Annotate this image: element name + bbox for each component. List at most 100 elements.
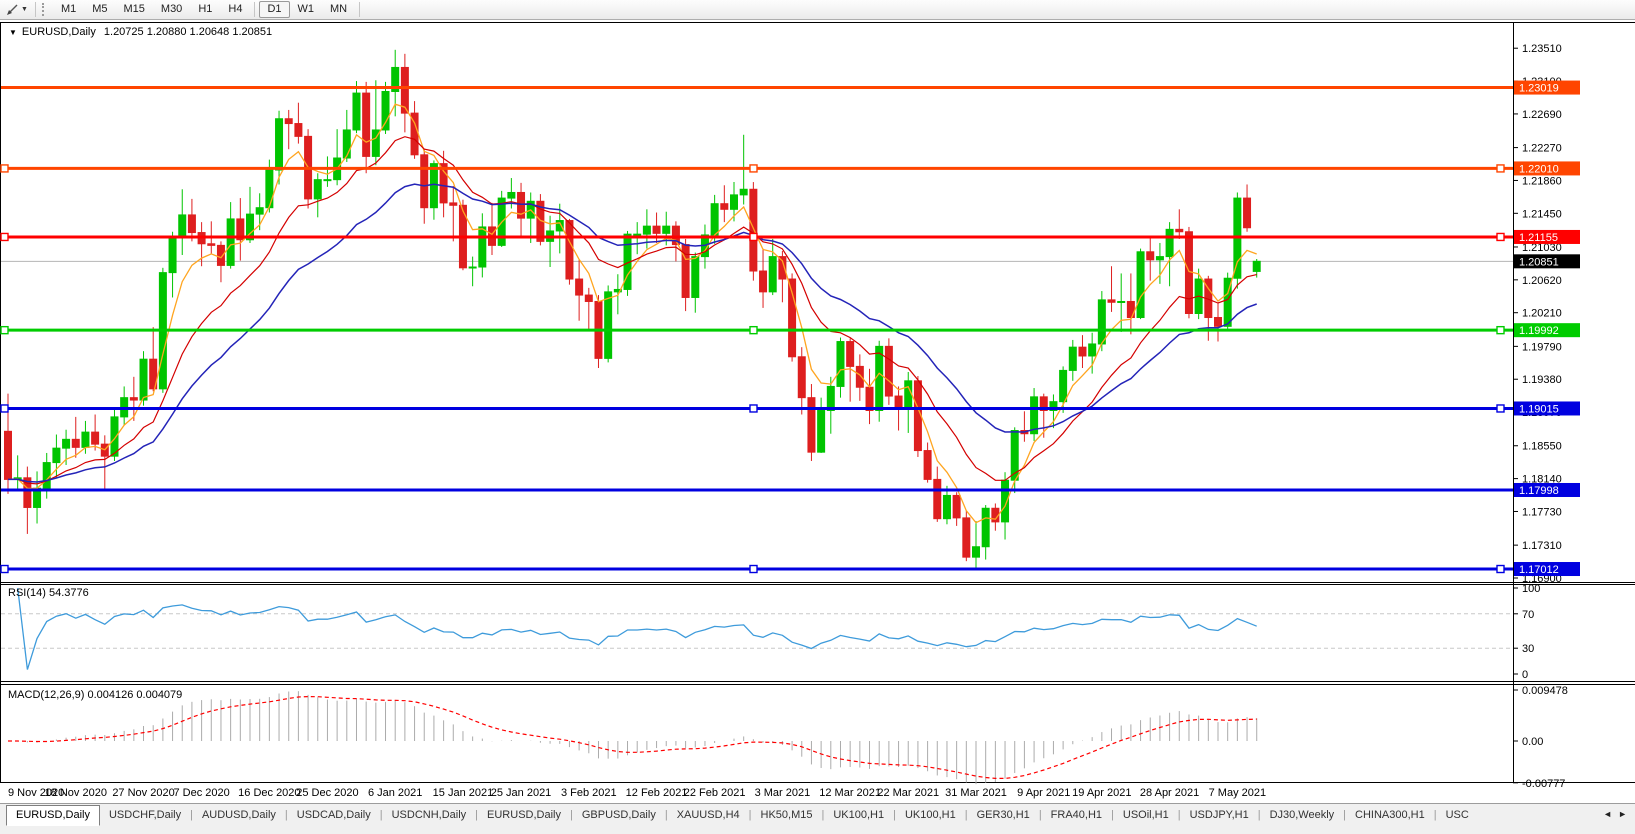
price-tick-label: 1.23510 xyxy=(1522,43,1562,55)
chart-tab-china300-h1[interactable]: CHINA300,H1 xyxy=(1355,809,1425,821)
tab-separator: | xyxy=(821,809,825,821)
timeframe-button-w1[interactable]: W1 xyxy=(297,3,315,15)
line-handle[interactable] xyxy=(749,325,758,335)
price-tick-label: 1.19790 xyxy=(1522,341,1562,353)
crosshair-tool-icon[interactable] xyxy=(3,2,21,18)
candle-up xyxy=(42,462,51,489)
current-price-label-text: 1.20851 xyxy=(1519,256,1559,268)
line-price-label-text: 1.19015 xyxy=(1519,403,1559,415)
candle-down xyxy=(749,188,758,272)
candle-up xyxy=(468,266,477,269)
candle-up xyxy=(836,341,845,387)
date-tick-label: 25 Jan 2021 xyxy=(491,787,552,799)
line-handle[interactable] xyxy=(0,404,9,413)
line-handle[interactable] xyxy=(0,164,9,173)
tabs-scroll-left-icon[interactable]: ◄ xyxy=(1603,809,1613,819)
candle-down xyxy=(575,278,584,296)
line-handle[interactable] xyxy=(1496,404,1505,413)
tool-dropdown-caret-icon[interactable]: ▼ xyxy=(21,6,28,13)
candle-down xyxy=(778,256,787,280)
line-price-label xyxy=(1514,482,1580,497)
chart-tab-usdjpy-h1[interactable]: USDJPY,H1 xyxy=(1189,809,1249,821)
price-tick-label: 1.17310 xyxy=(1522,540,1562,552)
line-handle[interactable] xyxy=(0,232,9,242)
candle-down xyxy=(855,365,864,388)
line-price-label-text: 1.17012 xyxy=(1519,564,1559,576)
timeframe-button-m1[interactable]: M1 xyxy=(60,3,77,15)
chart-tab-hk50-m15[interactable]: HK50,M15 xyxy=(760,809,813,821)
price-tick-label: 1.20210 xyxy=(1522,308,1562,320)
line-handle[interactable] xyxy=(749,164,758,173)
chart-title: EURUSD,Daily xyxy=(21,26,96,38)
line-handle[interactable] xyxy=(1496,564,1505,574)
candle-down xyxy=(894,395,903,408)
chart-title-caret-icon[interactable]: ▼ xyxy=(9,27,17,37)
tab-separator: | xyxy=(284,809,288,821)
candle-down xyxy=(807,397,816,453)
timeframe-button-m30[interactable]: M30 xyxy=(160,3,183,15)
timeframe-button-m5[interactable]: M5 xyxy=(92,3,108,15)
date-tick-label: 31 Mar 2021 xyxy=(945,787,1007,799)
chart-tab-fra40-h1[interactable]: FRA40,H1 xyxy=(1050,809,1103,821)
candle-up xyxy=(904,380,913,408)
chart-tab-usdcad-daily[interactable]: USDCAD,Daily xyxy=(296,809,371,821)
line-handle[interactable] xyxy=(1496,164,1505,173)
candle-down xyxy=(788,278,797,358)
candle-down xyxy=(1146,251,1155,261)
chart-tab-uk100-h1[interactable]: UK100,H1 xyxy=(904,809,956,821)
candle-down xyxy=(400,66,409,114)
chart-tab-usdchf-daily[interactable]: USDCHF,Daily xyxy=(108,809,182,821)
candle-up xyxy=(313,179,322,200)
candle-down xyxy=(584,294,593,302)
chart-tab-xauusd-h4[interactable]: XAUUSD,H4 xyxy=(676,809,740,821)
tab-separator: | xyxy=(964,809,968,821)
chart-tab-gbpusd-daily[interactable]: GBPUSD,Daily xyxy=(581,809,656,821)
line-handle[interactable] xyxy=(749,404,758,413)
chart-tab-audusd-daily[interactable]: AUDUSD,Daily xyxy=(201,809,276,821)
line-handle[interactable] xyxy=(749,564,758,574)
line-handle[interactable] xyxy=(0,564,9,574)
chart-tab-ger30-h1[interactable]: GER30,H1 xyxy=(976,809,1030,821)
tab-separator: | xyxy=(379,809,383,821)
date-tick-label: 3 Feb 2021 xyxy=(561,787,617,799)
line-handle[interactable] xyxy=(0,325,9,335)
line-handle[interactable] xyxy=(749,232,758,242)
tab-separator: | xyxy=(1343,809,1347,821)
chart-tab-eurusd-daily[interactable]: EURUSD,Daily xyxy=(6,805,100,826)
timeframe-toolbar: ▼ M1 M5 M15 M30 H1 H4 D1 W1 MN xyxy=(0,0,1635,20)
candle-up xyxy=(710,203,719,236)
rsi-axis-label: 100 xyxy=(1522,583,1540,595)
timeframe-button-h4[interactable]: H4 xyxy=(228,3,243,15)
chart-quote-ohlc: 1.20725 1.20880 1.20648 1.20851 xyxy=(103,26,273,38)
candle-up xyxy=(52,447,61,464)
candle-up xyxy=(1088,343,1097,357)
price-tick-label: 1.22690 xyxy=(1522,109,1562,121)
timeframe-button-d1[interactable]: D1 xyxy=(259,1,290,18)
moving-average-ma-mid xyxy=(7,136,1257,485)
timeframe-button-mn[interactable]: MN xyxy=(330,3,348,15)
chart-tab-usc[interactable]: USC xyxy=(1445,809,1469,821)
macd-axis-label: 0.009478 xyxy=(1522,685,1568,697)
chart-tab-uk100-h1[interactable]: UK100,H1 xyxy=(833,809,885,821)
timeframe-button-m15[interactable]: M15 xyxy=(123,3,145,15)
date-tick-label: 16 Dec 2020 xyxy=(238,787,300,799)
candle-up xyxy=(1068,346,1077,371)
date-tick-label: 9 Apr 2021 xyxy=(1017,787,1070,799)
toolbar-separator xyxy=(34,2,36,17)
toolbar-grip[interactable] xyxy=(41,3,47,16)
chart-tab-eurusd-daily[interactable]: EURUSD,Daily xyxy=(487,809,561,821)
chart-tab-dj30-weekly[interactable]: DJ30,Weekly xyxy=(1269,809,1335,821)
tab-separator: | xyxy=(664,809,668,821)
timeframe-button-h1[interactable]: H1 xyxy=(198,3,213,15)
date-tick-label: 6 Jan 2021 xyxy=(368,787,422,799)
line-handle[interactable] xyxy=(1496,232,1505,242)
line-handle[interactable] xyxy=(1496,325,1505,335)
tabs-scroll-right-icon[interactable]: ► xyxy=(1618,809,1627,819)
chart-tab-usoil-h1[interactable]: USOil,H1 xyxy=(1122,809,1169,821)
chart-tab-usdcnh-daily[interactable]: USDCNH,Daily xyxy=(391,809,467,821)
date-tick-label: 7 Dec 2020 xyxy=(173,787,229,799)
candle-up xyxy=(730,194,738,210)
rsi-axis-label: 30 xyxy=(1522,643,1534,655)
candle-down xyxy=(23,477,32,508)
